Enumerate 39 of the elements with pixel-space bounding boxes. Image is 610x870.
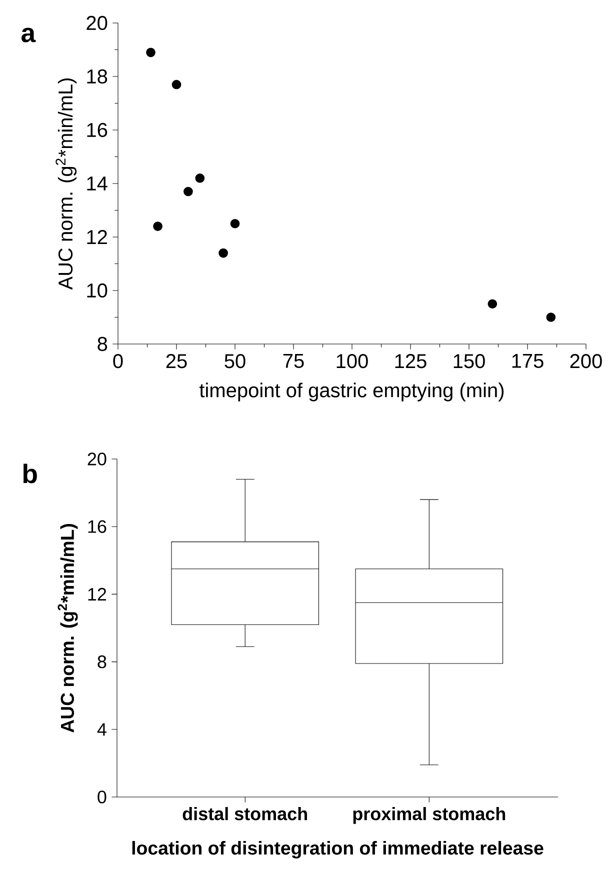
point — [172, 80, 182, 90]
x-tick-label: 75 — [283, 354, 304, 368]
x-tick-label: proximal stomach — [353, 807, 506, 824]
y-axis-title: AUC norm. (g$^{2}$*min/mL) — [56, 78, 77, 290]
y-tick-label: 16 — [87, 122, 108, 138]
point — [218, 248, 228, 258]
point — [546, 312, 556, 322]
x-axis-title: timepoint of gastric emptying (min) — [199, 382, 504, 402]
x-tick-label: 150 — [454, 354, 485, 368]
point — [184, 186, 193, 196]
point — [195, 173, 205, 183]
point — [230, 218, 240, 228]
point — [153, 222, 162, 231]
y-tick-label: 12 — [87, 230, 107, 244]
x-axis-title: location of disintegration of immediate release — [132, 840, 544, 858]
y-tick-label: 8 — [98, 655, 106, 668]
x-tick-label: 200 — [570, 354, 602, 368]
x-tick-label: distal stomach — [182, 807, 307, 820]
x-tick-label: 25 — [166, 354, 187, 368]
y-tick-label: 20 — [86, 16, 108, 30]
y-tick-label: 20 — [88, 452, 106, 466]
y-tick-label: 8 — [98, 336, 108, 352]
x-tick-label: 50 — [224, 354, 246, 368]
x-tick-label: 175 — [512, 354, 544, 368]
y-tick-label: 12 — [88, 588, 106, 600]
x-tick-label: 125 — [395, 354, 426, 368]
x-tick-label: 100 — [336, 354, 368, 368]
y-tick-label: 10 — [87, 283, 108, 298]
y-tick-label: 16 — [88, 520, 106, 533]
y-tick-label: 18 — [87, 69, 108, 84]
y-tick-label: 4 — [97, 723, 106, 736]
text: b — [23, 464, 37, 484]
y-tick-label: 0 — [98, 790, 106, 804]
point — [146, 48, 156, 58]
y-tick-label: 14 — [87, 176, 108, 190]
x-tick-label: 0 — [113, 354, 123, 368]
point — [488, 299, 498, 309]
y-axis-title: AUC norm. (g$^{2}$*min/mL) — [58, 524, 78, 732]
text: a — [21, 28, 36, 42]
